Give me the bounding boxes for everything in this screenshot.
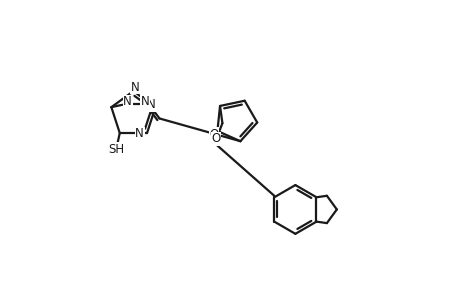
Text: N: N — [135, 127, 144, 140]
Text: N: N — [130, 81, 139, 94]
Text: N: N — [147, 98, 156, 111]
Text: N: N — [140, 95, 149, 108]
Text: SH: SH — [108, 143, 124, 156]
Text: O: O — [211, 132, 220, 145]
Text: O: O — [209, 128, 218, 141]
Text: N: N — [123, 95, 132, 108]
